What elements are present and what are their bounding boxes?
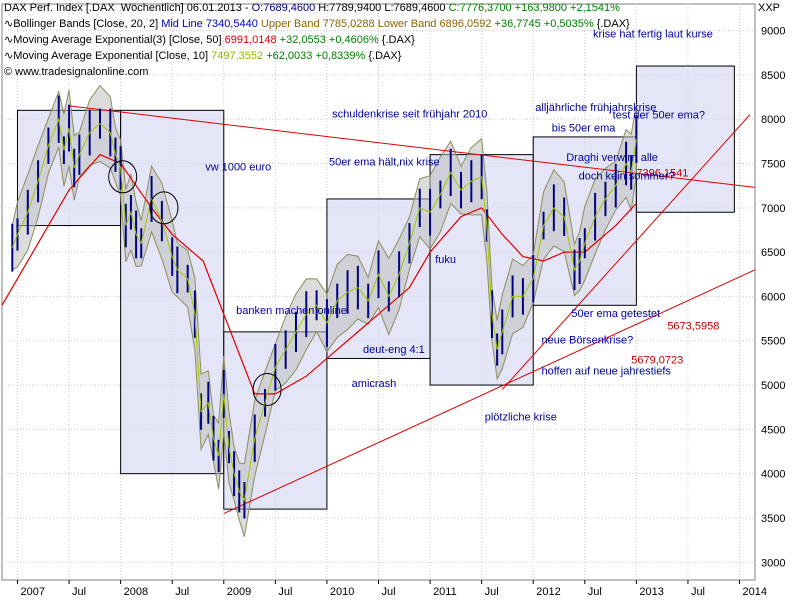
level-label: 5673,5958 [667,320,719,332]
year-box-6 [635,65,735,213]
annotation-text: krise hat fertig laut kurse [593,29,713,41]
x-tick-label: Jul [175,586,189,598]
header-close: C:7776,3700 [445,2,512,14]
trendline-0 [68,105,756,188]
header-low: L:7689,4600 [381,2,446,14]
y-tick-label: 8500 [761,70,785,82]
bollinger-lower: Lower Band 6896,0592 [377,18,492,30]
annotation-text: 50er ema getestet [571,308,660,320]
highlight-circle-1 [149,191,179,225]
x-tick-label: 2012 [536,586,560,598]
x-tick-label: 2008 [124,586,148,598]
y-tick-label: 3000 [761,557,785,569]
ema10-line [11,117,637,502]
annotation-text: bis 50er ema [552,123,616,135]
header-line-price: DAX Perf. Index [.DAX Wöchentlich] 06.01… [4,2,620,15]
y-tick-label: 6000 [761,291,785,303]
ema10-name: Moving Average Exponential [Close, 10] [13,50,212,62]
annotation-text: plötzliche krise [485,411,557,423]
header-open: O:7689,4600 [251,2,316,14]
bollinger-mid: Mid Line 7340,5440 [161,18,261,30]
trendline-2 [501,114,751,390]
y-tick-label: 7000 [761,203,785,215]
x-tick-label: Jul [278,586,292,598]
bollinger-name: Bollinger Bands [Close, 20, 2] [13,18,162,30]
x-tick-label: Jul [382,586,396,598]
annotation-text: vw 1000 euro [205,162,271,174]
x-tick-label: Jul [485,586,499,598]
highlight-circle-0 [108,160,138,194]
header-line-ema50: ∿Moving Average Exponential(3) [Close, 5… [4,34,415,47]
y-tick-label: 7500 [761,159,785,171]
annotation-text: 50er ema hält,nix krise [329,156,440,168]
bollinger-symbol: {.DAX} [593,18,630,30]
annotation-text: banken machen online [236,305,347,317]
x-tick-label: 2013 [639,586,663,598]
header-change-pct: +2,1541% [566,2,620,14]
annotation-text: deut-eng 4:1 [363,344,425,356]
ema10-value: 7497,3552 [211,50,264,62]
y-tick-label: 5000 [761,380,785,392]
x-tick-label: 2014 [743,586,767,598]
ema50-line [1,153,637,395]
y-tick-label: 4000 [761,469,785,481]
ema50-value: 6991,0148 [224,34,277,46]
annotation-text: alljährliche frühjahrskrise [535,102,656,114]
header-line-bollinger: ∿Bollinger Bands [Close, 20, 2] Mid Line… [4,18,630,31]
y-tick-label: 9000 [761,26,785,38]
website-watermark: © www.tradesignalonline.com [4,66,149,78]
level-label: 7396,1541 [636,168,688,180]
x-tick-label: 2007 [20,586,44,598]
annotation-text: fuku [435,254,456,266]
trendline-1 [223,269,756,514]
x-tick-label: 2009 [227,586,251,598]
annotation-text: schuldenkrise seit frühjahr 2010 [332,108,487,120]
ema10-change: +62,0033 +0,8339% [263,50,366,62]
bollinger-icon: ∿ [4,18,14,30]
annotation-text: neue Börsenkrise? [541,334,633,346]
header-high: H:7789,9400 [315,2,382,14]
ema50-name: Moving Average Exponential(3) [Close, 50… [13,34,225,46]
y-tick-label: 8000 [761,114,785,126]
y-tick-label: 6500 [761,247,785,259]
header-line-ema10: ∿Moving Average Exponential [Close, 10] … [4,50,401,63]
annotation-text: test der 50er ema? [613,109,705,121]
y-tick-label: 4500 [761,424,785,436]
x-tick-label: Jul [72,586,86,598]
y-tick-label: 3500 [761,513,785,525]
ema50-icon: ∿ [4,34,14,46]
x-tick-label: 2011 [433,586,457,598]
header-change: +163,9800 [511,2,567,14]
level-label: 5679,0723 [631,354,683,366]
header-instrument: DAX Perf. Index [.DAX Wöchentlich] 06.01… [4,2,252,14]
x-tick-label: Jul [588,586,602,598]
bollinger-upper: Upper Band 7785,0288 [260,18,378,30]
annotation-text: Draghi verwirrt alle [566,152,658,164]
annotation-text: amicrash [352,378,397,390]
annotation-text: doch kein sommer? [579,170,675,182]
ema50-symbol: {.DAX} [378,34,415,46]
ema50-change: +32,0553 +0,4606% [276,34,379,46]
ema10-symbol: {.DAX} [365,50,402,62]
ema10-icon: ∿ [4,50,14,62]
timeframe-label: XXP [757,2,780,14]
bollinger-change: +36,7745 +0,5035% [491,18,594,30]
x-tick-label: 2010 [330,586,354,598]
y-tick-label: 5500 [761,336,785,348]
annotation-text: hoffen auf neue jahrestiefs [541,365,671,377]
highlight-circle-2 [252,372,282,406]
x-tick-label: Jul [691,586,705,598]
